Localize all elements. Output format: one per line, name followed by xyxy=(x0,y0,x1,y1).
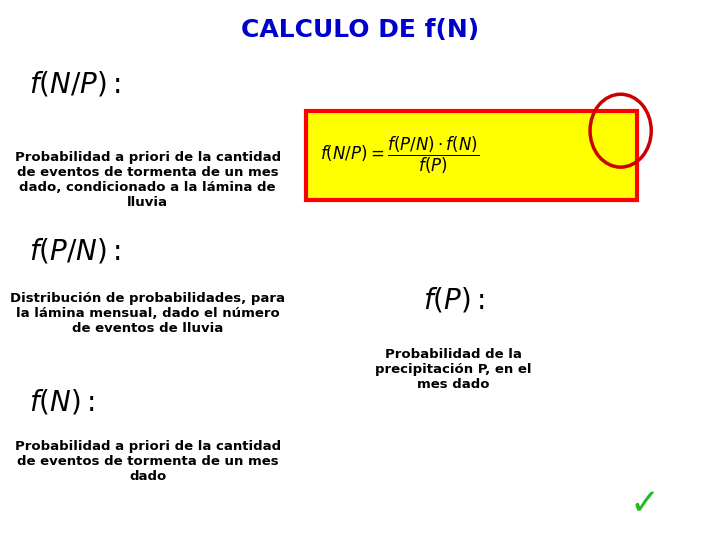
Text: Distribución de probabilidades, para
la lámina mensual, dado el número
de evento: Distribución de probabilidades, para la … xyxy=(10,292,285,335)
Text: $f(N/P):$: $f(N/P):$ xyxy=(29,69,120,98)
Text: Probabilidad de la
precipitación P, en el
mes dado: Probabilidad de la precipitación P, en e… xyxy=(375,348,532,392)
Bar xyxy=(306,111,637,200)
Text: CALCULO DE f(N): CALCULO DE f(N) xyxy=(241,18,479,42)
Text: Probabilidad a priori de la cantidad
de eventos de tormenta de un mes
dado, cond: Probabilidad a priori de la cantidad de … xyxy=(14,151,281,209)
Text: $f(N/P) = \dfrac{f(P/N)\cdot f(N)}{f(P)}$: $f(N/P) = \dfrac{f(P/N)\cdot f(N)}{f(P)}… xyxy=(320,134,480,176)
Text: $f(P):$: $f(P):$ xyxy=(423,285,485,314)
Text: Probabilidad a priori de la cantidad
de eventos de tormenta de un mes
dado: Probabilidad a priori de la cantidad de … xyxy=(14,440,281,483)
Text: $f(P/N):$: $f(P/N):$ xyxy=(29,237,120,266)
Text: ✓: ✓ xyxy=(629,487,660,521)
Text: $f(N):$: $f(N):$ xyxy=(29,388,94,417)
